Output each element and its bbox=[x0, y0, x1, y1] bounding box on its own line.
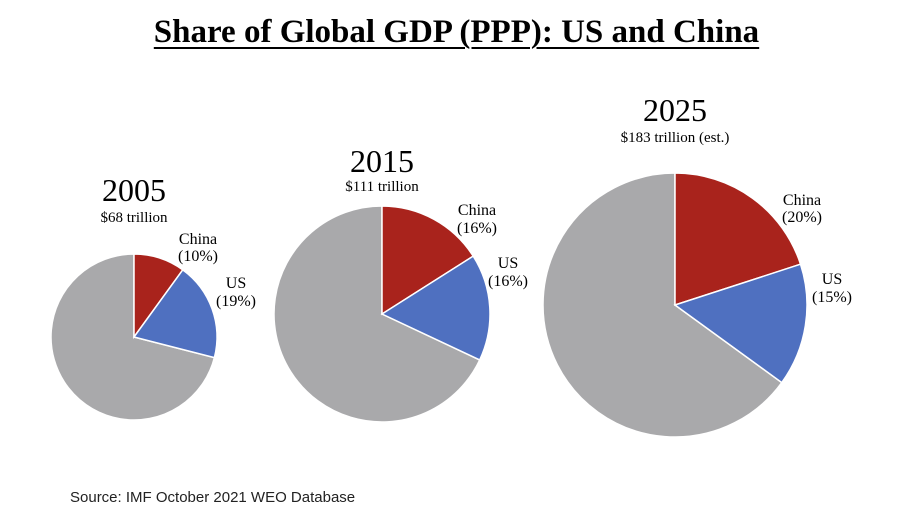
pie-2025-china-pct-label: (20%) bbox=[782, 209, 822, 226]
pie-2025-total-label: $183 trillion (est.) bbox=[621, 130, 730, 146]
pie-2025-slice-china bbox=[674, 172, 802, 307]
pie-2015-us-pct-label: (16%) bbox=[488, 273, 528, 290]
pie-2005-us-name-label: US bbox=[226, 275, 246, 292]
chart-title: Share of Global GDP (PPP): US and China bbox=[153, 14, 760, 50]
pie-2005-china-pct-label: (10%) bbox=[178, 248, 218, 265]
pie-2015-year-label: 2015 bbox=[350, 143, 414, 179]
pie-2025-china-name-label: China bbox=[783, 192, 821, 209]
pie-2005-us-pct-label: (19%) bbox=[216, 293, 256, 310]
pie-2025-slice-rest bbox=[542, 172, 783, 438]
pie-2005-china-name-label: China bbox=[179, 231, 217, 248]
pie-2015-slice-china bbox=[381, 205, 475, 316]
pie-2005-slice-rest bbox=[50, 253, 216, 421]
pie-2025-us-pct-label: (15%) bbox=[812, 289, 852, 306]
pie-2015-slice-rest bbox=[273, 205, 481, 423]
pie-2025-slice-us bbox=[673, 263, 808, 384]
pie-2015-china-pct-label: (16%) bbox=[457, 220, 497, 237]
pie-2015-total-label: $111 trillion bbox=[345, 179, 419, 195]
pie-2005-slice-us bbox=[132, 268, 218, 359]
pie-2025-year-label: 2025 bbox=[643, 92, 707, 128]
pie-2015-china-name-label: China bbox=[458, 202, 496, 219]
pie-2005-year-label: 2005 bbox=[102, 172, 166, 208]
pie-2025-us-name-label: US bbox=[822, 271, 842, 288]
pie-2015-slice-us bbox=[380, 255, 491, 361]
source-note: Source: IMF October 2021 WEO Database bbox=[70, 489, 356, 506]
pie-2015-us-name-label: US bbox=[498, 255, 518, 272]
pie-2005-total-label: $68 trillion bbox=[100, 210, 168, 226]
